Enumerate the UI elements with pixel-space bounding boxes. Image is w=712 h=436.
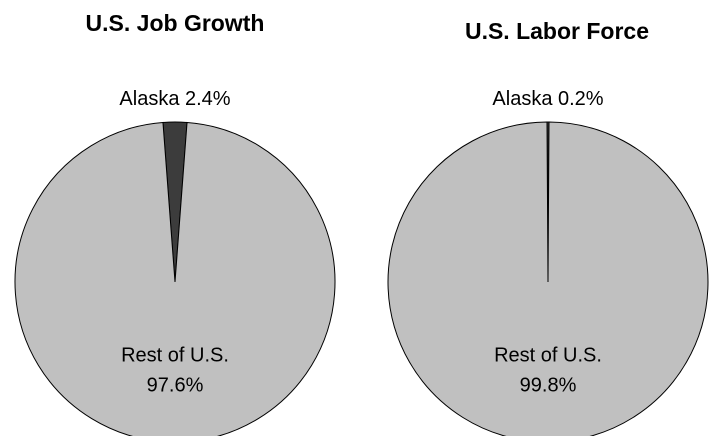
slice-label: Alaska 0.2% <box>492 88 603 110</box>
category-label: Rest of U.S. <box>494 344 602 366</box>
category-label: Alaska <box>119 88 180 110</box>
pie-slice <box>387 121 709 436</box>
value-label: 2.4% <box>185 88 231 110</box>
chart-title: U.S. Labor Force <box>465 18 649 44</box>
slice-label: Alaska 2.4% <box>119 88 230 110</box>
value-label: 97.6% <box>147 374 204 396</box>
value-label: 99.8% <box>520 374 577 396</box>
value-label: 0.2% <box>558 88 604 110</box>
category-label: Rest of U.S. <box>121 344 229 366</box>
category-label: Alaska <box>492 88 553 110</box>
chart-title: U.S. Job Growth <box>86 10 265 36</box>
pie-slice <box>14 121 336 436</box>
